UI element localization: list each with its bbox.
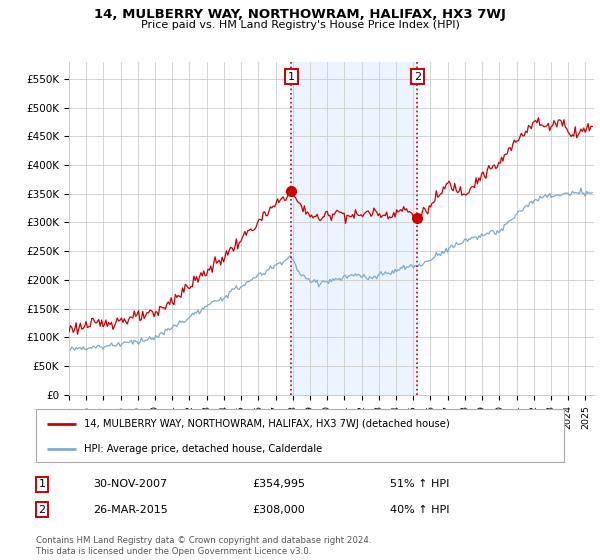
Text: HPI: Average price, detached house, Calderdale: HPI: Average price, detached house, Cald… — [83, 444, 322, 454]
Text: 40% ↑ HPI: 40% ↑ HPI — [390, 505, 449, 515]
Text: 2: 2 — [38, 505, 46, 515]
Text: £308,000: £308,000 — [252, 505, 305, 515]
Text: 1: 1 — [38, 479, 46, 489]
Text: 14, MULBERRY WAY, NORTHOWRAM, HALIFAX, HX3 7WJ (detached house): 14, MULBERRY WAY, NORTHOWRAM, HALIFAX, H… — [83, 419, 449, 429]
Text: 51% ↑ HPI: 51% ↑ HPI — [390, 479, 449, 489]
Text: 30-NOV-2007: 30-NOV-2007 — [93, 479, 167, 489]
Text: 26-MAR-2015: 26-MAR-2015 — [93, 505, 168, 515]
Text: Contains HM Land Registry data © Crown copyright and database right 2024.
This d: Contains HM Land Registry data © Crown c… — [36, 536, 371, 556]
Text: 2: 2 — [413, 72, 421, 82]
Bar — [292, 62, 417, 395]
Text: Price paid vs. HM Land Registry's House Price Index (HPI): Price paid vs. HM Land Registry's House … — [140, 20, 460, 30]
Text: 1: 1 — [288, 72, 295, 82]
Text: £354,995: £354,995 — [252, 479, 305, 489]
Text: 14, MULBERRY WAY, NORTHOWRAM, HALIFAX, HX3 7WJ: 14, MULBERRY WAY, NORTHOWRAM, HALIFAX, H… — [94, 8, 506, 21]
